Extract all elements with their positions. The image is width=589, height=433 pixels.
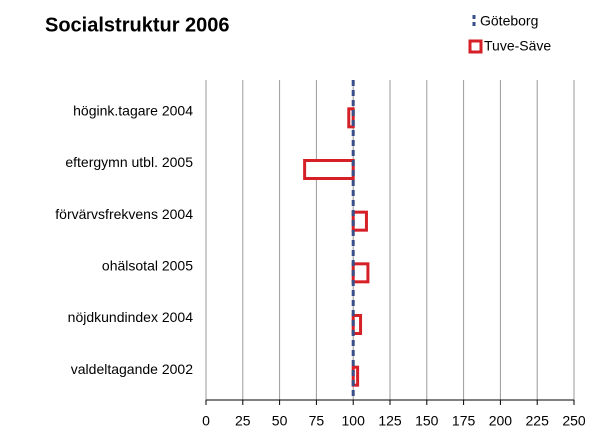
bar: [351, 365, 360, 387]
y-tick-label: nöjdkundindex 2004: [68, 309, 194, 325]
x-tick-label: 175: [452, 413, 476, 429]
legend-label: Göteborg: [480, 13, 538, 29]
y-tick-label: ohälsotal 2005: [102, 258, 193, 274]
x-tick-label: 225: [526, 413, 550, 429]
x-tick-label: 150: [415, 413, 439, 429]
y-tick-label: högink.tagare 2004: [73, 103, 193, 119]
x-tick-label: 100: [342, 413, 366, 429]
x-tick-label: 75: [309, 413, 325, 429]
x-tick-label: 25: [235, 413, 251, 429]
bar: [351, 262, 370, 284]
x-tick-label: 125: [378, 413, 402, 429]
y-tick-label: förvärvsfrekvens 2004: [55, 206, 193, 222]
y-tick-label: valdeltagande 2002: [71, 361, 193, 377]
x-tick-label: 250: [562, 413, 586, 429]
chart-title: Socialstruktur 2006: [45, 14, 230, 36]
y-tick-label: eftergymn utbl. 2005: [65, 154, 193, 170]
legend-label: Tuve-Säve: [484, 38, 551, 54]
x-tick-label: 0: [202, 413, 210, 429]
x-tick-label: 50: [272, 413, 288, 429]
legend-swatch: [468, 39, 483, 54]
bar: [303, 159, 355, 180]
x-tick-label: 200: [489, 413, 513, 429]
bar: [351, 210, 368, 232]
bar: [347, 107, 355, 129]
